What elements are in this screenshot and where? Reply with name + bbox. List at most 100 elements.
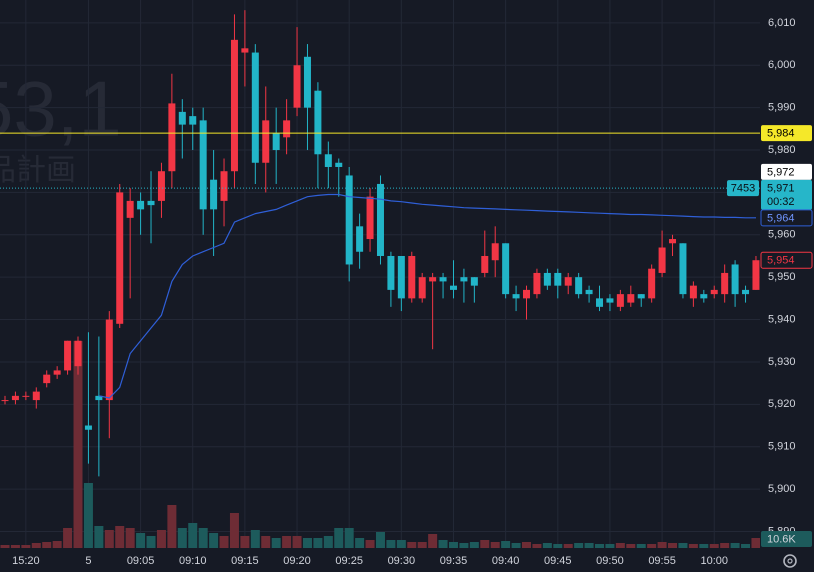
volume-bar xyxy=(563,544,573,548)
volume-bar xyxy=(532,544,542,548)
volume-label-box xyxy=(761,531,812,547)
volume-bar xyxy=(355,538,365,548)
candle-body xyxy=(230,39,238,172)
watermark-name: 品計画 xyxy=(0,154,76,187)
candle-body xyxy=(116,192,124,324)
candle-body xyxy=(272,133,280,151)
candle-body xyxy=(554,272,562,286)
candle-body xyxy=(710,289,718,295)
x-tick-label: 09:05 xyxy=(127,555,155,567)
candle-body xyxy=(251,52,259,163)
settings-button[interactable] xyxy=(783,554,797,568)
candle-body xyxy=(53,370,61,375)
price-label: 5,971 xyxy=(767,182,795,194)
y-tick-label: 5,990 xyxy=(768,102,796,114)
candle-body xyxy=(32,391,40,401)
x-tick-label: 09:40 xyxy=(492,555,520,567)
candle-body xyxy=(95,395,103,401)
x-tick-label: 09:45 xyxy=(544,555,572,567)
candle-body xyxy=(324,154,332,167)
candle-body xyxy=(397,255,405,299)
volume-bar xyxy=(271,538,281,548)
volume-bar xyxy=(699,544,709,548)
volume-bar xyxy=(344,528,354,548)
volume-bar xyxy=(522,542,531,548)
volume-bar xyxy=(636,544,646,548)
candle-body xyxy=(637,294,645,299)
y-tick-label: 5,960 xyxy=(768,229,796,241)
candle-body xyxy=(627,294,635,303)
x-tick-label: 15:20 xyxy=(12,555,40,567)
y-tick-label: 5,910 xyxy=(768,441,796,453)
candle-body xyxy=(742,289,750,295)
x-tick-label: 09:30 xyxy=(388,555,416,567)
y-tick-label: 6,000 xyxy=(768,59,796,71)
candle-body xyxy=(199,120,207,210)
volume-bar xyxy=(52,541,62,548)
candle-body xyxy=(84,425,92,430)
volume-bar xyxy=(198,528,208,548)
x-tick-label: 09:55 xyxy=(648,555,676,567)
candle-body xyxy=(387,255,395,290)
volume-bar xyxy=(647,544,657,548)
candle-body xyxy=(345,175,353,265)
volume-bar xyxy=(156,530,166,548)
volume-bar xyxy=(605,544,615,548)
candle-body xyxy=(658,247,666,273)
candles xyxy=(1,10,760,477)
volume-bar xyxy=(209,533,219,548)
volume-bar xyxy=(63,528,73,548)
candle-body xyxy=(731,264,739,295)
lines xyxy=(0,132,760,399)
volume-bar xyxy=(115,526,125,548)
volume-bar xyxy=(73,341,83,548)
volume-bar xyxy=(720,543,730,548)
candle-body xyxy=(585,289,593,295)
volume-bar xyxy=(417,542,427,548)
price-label-box xyxy=(760,251,813,269)
volume-bar xyxy=(177,528,187,548)
volume-bar xyxy=(21,545,31,548)
candle-body xyxy=(303,56,311,108)
x-tick-label: 09:35 xyxy=(440,555,468,567)
gear-center[interactable] xyxy=(787,558,793,564)
candle-body xyxy=(700,294,708,299)
volume-bar xyxy=(292,536,302,548)
volume-bar xyxy=(741,544,751,548)
volume-bar xyxy=(104,530,114,548)
price-label: 5,972 xyxy=(767,166,795,178)
volume-bar xyxy=(365,540,375,548)
price-label: 5,984 xyxy=(767,127,795,139)
volume-bar xyxy=(261,536,271,548)
y-tick-label: 5,920 xyxy=(768,398,796,410)
volume-bar xyxy=(459,543,469,548)
volume-label: 10.6K xyxy=(767,533,796,545)
volume-bar xyxy=(428,534,438,548)
candle-body xyxy=(262,120,270,163)
volume-bar xyxy=(125,528,135,548)
candle-body xyxy=(64,340,72,371)
candle-body xyxy=(74,340,82,367)
y-tick-label: 5,950 xyxy=(768,271,796,283)
gear-icon[interactable] xyxy=(783,554,797,568)
candle-body xyxy=(470,277,478,286)
y-tick-label: 5,940 xyxy=(768,313,796,325)
volume-bar xyxy=(42,542,52,548)
volume-bar xyxy=(730,543,740,548)
volume-bar xyxy=(313,538,323,548)
x-tick-label: 09:10 xyxy=(179,555,207,567)
candle-body xyxy=(596,298,604,307)
candle-body xyxy=(293,65,301,108)
candle-body xyxy=(178,111,186,125)
candle-body xyxy=(22,395,30,397)
candle-body xyxy=(502,243,510,295)
volume-bar xyxy=(574,543,584,548)
volume-bar xyxy=(626,544,636,548)
volume-bar xyxy=(0,545,10,548)
candle-body xyxy=(752,260,760,290)
candle-body xyxy=(335,162,343,167)
x-tick-label: 09:50 xyxy=(596,555,624,567)
volume-bar xyxy=(323,536,333,548)
candle-body xyxy=(189,116,197,125)
